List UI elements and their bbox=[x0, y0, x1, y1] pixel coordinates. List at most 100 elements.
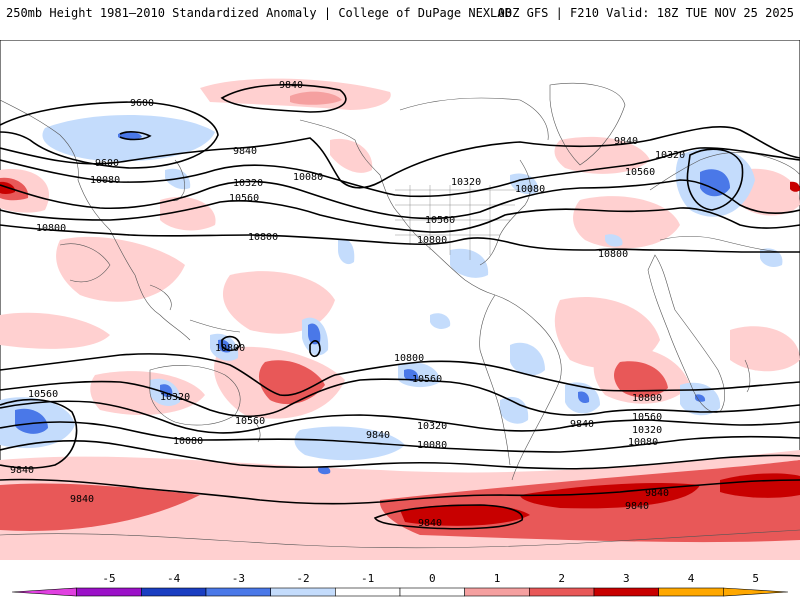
contour-indian-ocean-loop bbox=[0, 398, 78, 469]
anomaly-fill-layer bbox=[0, 78, 800, 560]
label-10080-s-atlantic: 10080 bbox=[417, 440, 447, 451]
positive-anomaly-atlantic bbox=[573, 196, 680, 249]
negative-anomaly-indian-s-core bbox=[695, 394, 706, 402]
positive-anomaly-north-pacific-core bbox=[290, 91, 342, 105]
label-9840-antarctic-c: 9840 bbox=[418, 518, 442, 529]
label-10560-europe: 10560 bbox=[625, 167, 655, 178]
label-10800-africa: 10800 bbox=[598, 249, 628, 260]
negative-anomaly-south-america-2 bbox=[500, 396, 529, 424]
colorbar-tick-label: 0 bbox=[429, 572, 436, 585]
negative-anomaly-mid-atlantic bbox=[605, 234, 623, 247]
positive-anomaly-china bbox=[160, 196, 216, 231]
negative-anomaly-south-pacific-s-dark bbox=[318, 466, 331, 475]
contour-label-layer: 9840 9600 9600 9840 10080 10080 10320 10… bbox=[10, 80, 685, 529]
negative-anomaly-pacific-islands bbox=[338, 238, 355, 265]
colorbar-segment bbox=[76, 587, 142, 597]
label-10320-s-atlantic: 10320 bbox=[632, 425, 662, 436]
model-run-info: 00Z GFS | F210 Valid: 18Z TUE NOV 25 202… bbox=[497, 6, 794, 20]
label-9840-atlantic: 9840 bbox=[614, 136, 638, 147]
negative-anomaly-south-pacific-s bbox=[294, 426, 405, 461]
label-10320-europe: 10320 bbox=[655, 150, 685, 161]
colorbar-segment bbox=[141, 587, 207, 597]
label-10320-asia: 10320 bbox=[233, 178, 263, 189]
contour-antarctic-cutoff bbox=[373, 504, 524, 530]
colorbar-tick-labels: -5 -4 -3 -2 -1 0 1 2 3 4 5 bbox=[102, 572, 759, 585]
label-10560-s-atlantic: 10560 bbox=[632, 412, 662, 423]
colorbar-tick-label: -3 bbox=[232, 572, 245, 585]
us-state-borders bbox=[395, 185, 520, 260]
positive-anomaly-alaska-ridge bbox=[330, 138, 373, 173]
negative-anomaly-scandinavia-core bbox=[700, 169, 730, 197]
contour-9600-inner bbox=[119, 131, 152, 141]
contour-9840-north-loop bbox=[220, 83, 347, 113]
label-10800-mexico: 10800 bbox=[417, 235, 447, 246]
label-9840-antarctic-e2: 9840 bbox=[625, 501, 649, 512]
colorbar-tick-label: 4 bbox=[688, 572, 695, 585]
colorbar-segment bbox=[270, 587, 336, 597]
colorbar: -5 -4 -3 -2 -1 0 1 2 3 4 5 bbox=[11, 572, 789, 597]
colorbar-tick-label: 2 bbox=[558, 572, 565, 585]
contour-9840-south bbox=[0, 440, 800, 470]
contour-9840-antarctic bbox=[0, 478, 800, 505]
colorbar-tick-label: 1 bbox=[494, 572, 501, 585]
colorbar-segment bbox=[205, 587, 271, 597]
label-9840-s-pacific: 9840 bbox=[366, 430, 390, 441]
label-9840-antarctic-e: 9840 bbox=[645, 488, 669, 499]
colorbar-segment bbox=[658, 587, 724, 597]
colorbar-tick-label: -4 bbox=[167, 572, 181, 585]
contour-10320-north bbox=[0, 179, 800, 220]
negative-anomaly-south-atlantic-w-core bbox=[578, 391, 590, 404]
contour-10800-north bbox=[0, 224, 800, 253]
label-9600-pacific: 9600 bbox=[130, 98, 154, 109]
label-10320-s-pacific: 10320 bbox=[417, 421, 447, 432]
map-title: 250mb Height 1981–2010 Standardized Anom… bbox=[6, 6, 512, 20]
colorbar-segment bbox=[335, 587, 401, 597]
label-10320-usa: 10320 bbox=[451, 177, 481, 188]
contour-9840-pacific bbox=[0, 125, 800, 189]
colorbar-tick-label: 5 bbox=[752, 572, 759, 585]
header: 250mb Height 1981–2010 Standardized Anom… bbox=[0, 0, 800, 28]
contour-10560-south bbox=[0, 378, 800, 418]
label-10800-spacific: 10800 bbox=[394, 353, 424, 364]
positive-anomaly-india bbox=[0, 312, 110, 349]
contour-europe-low bbox=[686, 148, 744, 211]
negative-anomaly-gulf-mexico bbox=[450, 248, 489, 278]
map: 9840 9600 9600 9840 10080 10080 10320 10… bbox=[0, 40, 800, 560]
label-10560-spacific: 10560 bbox=[412, 374, 442, 385]
colorbar-segments bbox=[11, 587, 789, 597]
label-9840-s-atlantic: 9840 bbox=[570, 419, 594, 430]
colorbar-tip-high bbox=[723, 587, 789, 597]
contour-10800-loop-a bbox=[221, 335, 241, 352]
colorbar-segment bbox=[464, 587, 530, 597]
negative-anomaly-indian-ocean-s-core bbox=[15, 408, 48, 434]
positive-anomaly-antarctic-west bbox=[0, 483, 200, 531]
label-10080-alaska: 10080 bbox=[293, 172, 323, 183]
negative-anomaly-south-pacific-core bbox=[308, 323, 321, 345]
label-10800-pacific: 10800 bbox=[248, 232, 278, 243]
label-10800-asia: 10800 bbox=[36, 223, 66, 234]
label-9600-pacific-2: 9600 bbox=[95, 158, 119, 169]
label-10080-s-pacific: 10080 bbox=[173, 436, 203, 447]
colorbar-segment bbox=[593, 587, 659, 597]
positive-anomaly-south-atlantic-core bbox=[614, 361, 668, 398]
negative-anomaly-east-pacific-core bbox=[404, 369, 419, 382]
contour-10320-south bbox=[0, 400, 800, 434]
label-10800-australia: 10800 bbox=[215, 343, 245, 354]
label-9840-pacific: 9840 bbox=[233, 146, 257, 157]
negative-anomaly-kerguelen bbox=[760, 248, 783, 268]
positive-anomaly-sea bbox=[56, 236, 185, 302]
contour-10080-north bbox=[0, 147, 800, 198]
label-9840-north: 9840 bbox=[279, 80, 303, 91]
height-contours bbox=[0, 83, 800, 530]
label-10560-australia-s: 10560 bbox=[235, 416, 265, 427]
contour-10080-south bbox=[0, 421, 800, 453]
contour-10800-south bbox=[0, 353, 800, 397]
colorbar-segment bbox=[399, 587, 465, 597]
label-9840-antarctic-w: 9840 bbox=[10, 465, 34, 476]
colorbar-tip-low bbox=[11, 587, 77, 597]
positive-anomaly-antarctic-peak-1 bbox=[400, 504, 530, 526]
label-9840-antarctic-w2: 9840 bbox=[70, 494, 94, 505]
label-10080-s-atlantic-2: 10080 bbox=[628, 437, 658, 448]
colorbar-tick-label: -1 bbox=[361, 572, 374, 585]
label-10080-atlantic: 10080 bbox=[515, 184, 545, 195]
